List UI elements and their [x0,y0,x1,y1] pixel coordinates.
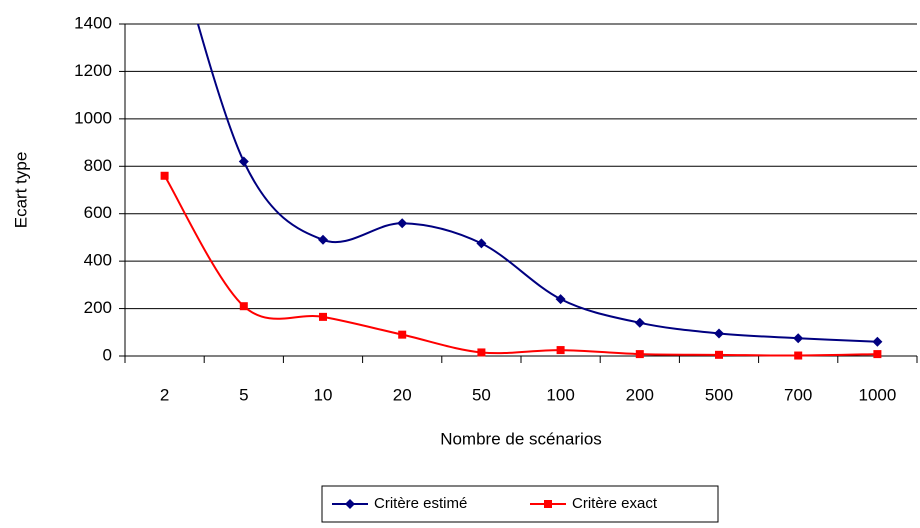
series-line [196,24,878,343]
x-axis-title: Nombre de scénarios [440,429,602,448]
marker [555,294,566,305]
marker [714,328,724,339]
x-tick-label: 200 [626,385,654,404]
x-tick-label: 500 [705,385,733,404]
y-tick-label: 600 [84,203,112,222]
y-tick-label: 400 [84,251,112,270]
y-tick-label: 1400 [74,13,112,32]
marker [345,499,355,509]
x-tick-label: 700 [784,385,812,404]
marker [397,218,408,229]
x-tick-label: 50 [472,385,491,404]
marker [477,348,486,357]
marker [635,350,644,359]
x-tick-label: 10 [314,385,333,404]
x-tick-label: 2 [160,385,169,404]
marker [793,333,804,344]
legend-label: Critère exact [572,495,658,512]
marker [794,351,803,360]
y-tick-label: 0 [103,345,112,364]
plot-area [160,24,883,360]
legend-box [321,485,719,523]
legend-label: Critère estimé [374,495,467,512]
marker [873,350,882,359]
marker [238,156,249,167]
marker [398,330,407,339]
marker [544,500,552,508]
marker [319,312,327,321]
x-tick-label: 1000 [858,385,896,404]
marker [634,317,645,328]
marker [239,302,248,311]
marker [318,234,328,245]
y-tick-label: 1200 [74,61,112,80]
x-tick-label: 100 [546,385,574,404]
marker [556,346,565,355]
marker [872,336,883,347]
y-tick-label: 1000 [74,108,112,127]
y-tick-label: 800 [84,156,112,175]
marker [476,238,487,249]
series-line [163,175,878,357]
x-tick-label: 5 [239,385,248,404]
x-tick-label: 20 [393,385,412,404]
y-axis-title: Ecart type [11,152,30,229]
y-tick-label: 200 [84,298,112,317]
marker [715,350,723,359]
marker [160,171,169,180]
